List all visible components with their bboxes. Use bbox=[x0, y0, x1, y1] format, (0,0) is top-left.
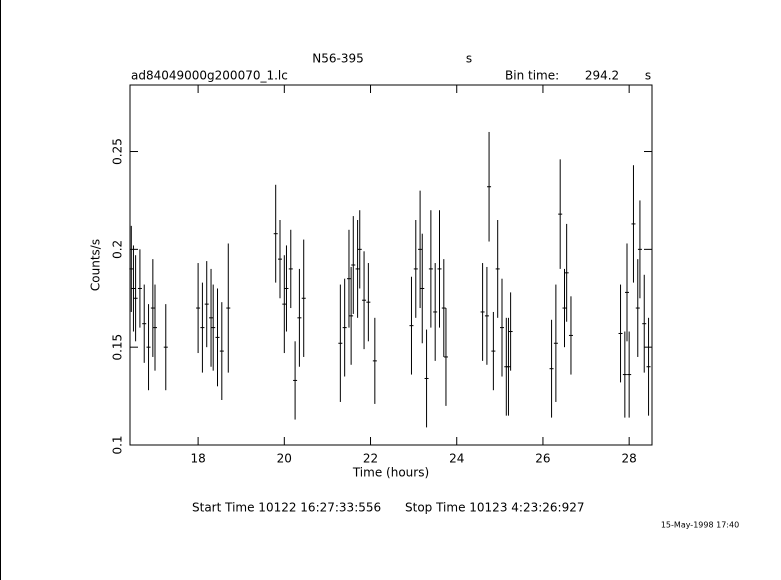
y-tick-label: 0.15 bbox=[111, 334, 125, 361]
x-tick-label: 20 bbox=[277, 452, 292, 466]
x-tick-label: 28 bbox=[622, 452, 637, 466]
y-tick-label: 0.25 bbox=[111, 138, 125, 165]
y-tick-label: 0.1 bbox=[111, 435, 125, 454]
x-tick-label: 22 bbox=[363, 452, 378, 466]
x-axis-label: Time (hours) bbox=[352, 466, 429, 480]
bin-time: 294.2 bbox=[585, 69, 619, 83]
start-time: Start Time 10122 16:27:33:556 bbox=[192, 501, 381, 515]
chart-title: N56-395 bbox=[312, 52, 363, 66]
file-name: ad84049000g200070_1.lc bbox=[131, 69, 288, 83]
x-tick-label: 24 bbox=[449, 452, 464, 466]
x-tick-label: 26 bbox=[535, 452, 550, 466]
stop-time: Stop Time 10123 4:23:26:927 bbox=[405, 501, 584, 515]
x-tick-label: 18 bbox=[190, 452, 205, 466]
timestamp: 15-May-1998 17:40 bbox=[661, 521, 739, 530]
plot-frame bbox=[129, 84, 653, 446]
y-tick-label: 0.2 bbox=[111, 240, 125, 259]
bin-time-unit: s bbox=[645, 69, 651, 83]
title-unit: s bbox=[466, 52, 472, 66]
bin-time-label: Bin time: bbox=[505, 69, 559, 83]
y-axis-label: Counts/s bbox=[89, 239, 103, 291]
